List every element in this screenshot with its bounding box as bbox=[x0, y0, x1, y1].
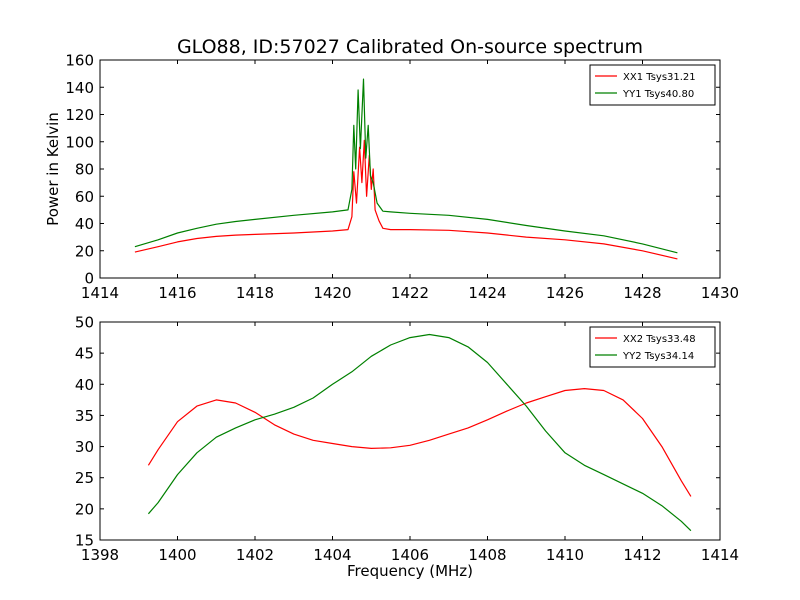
chart-panel-1: 1414 1416 1418 1420 1422 1424 1426 1428 1430 0 20 4… bbox=[44, 52, 739, 303]
y-tick-label: 30 bbox=[75, 438, 94, 456]
x-tick-label: 1418 bbox=[236, 284, 274, 302]
x-tick-label: 1410 bbox=[546, 546, 584, 564]
legend-label: XX2 Tsys33.48 bbox=[623, 334, 696, 345]
y-tick-label: 45 bbox=[75, 345, 94, 363]
figure-title: GLO88, ID:57027 Calibrated On-source spe… bbox=[177, 36, 643, 58]
y-tick-label: 25 bbox=[75, 469, 94, 487]
x-tick-label: 1430 bbox=[701, 284, 739, 302]
series-line-2 bbox=[147, 333, 692, 532]
y-tick-label: 80 bbox=[75, 161, 94, 179]
x-tick-label: 1400 bbox=[158, 546, 196, 564]
series-line-1 bbox=[134, 139, 678, 260]
x-tick-label: 1414 bbox=[701, 546, 739, 564]
x-tick-label: 1426 bbox=[546, 284, 584, 302]
legend-box bbox=[589, 64, 716, 106]
x-tick-label: 1422 bbox=[391, 284, 429, 302]
legend-label: YY1 Tsys40.80 bbox=[622, 89, 694, 100]
series-group bbox=[147, 333, 692, 532]
y-tick-label: 20 bbox=[75, 500, 94, 518]
y-tick-label: 20 bbox=[75, 242, 94, 260]
legend-box bbox=[589, 326, 716, 368]
y-tick-label: 140 bbox=[65, 79, 94, 97]
y-tick-label: 35 bbox=[75, 407, 94, 425]
x-tick-label: 1404 bbox=[313, 546, 351, 564]
x-tick-label: 1414 bbox=[81, 284, 119, 302]
y-tick-label: 50 bbox=[75, 314, 94, 332]
chart-panel-2: 1398 1400 1402 1404 1406 1408 1410 1412 1414 15 20… bbox=[75, 314, 739, 581]
x-tick-label: 1424 bbox=[468, 284, 506, 302]
x-tick-label: 1406 bbox=[391, 546, 429, 564]
x-tick-label: 1408 bbox=[468, 546, 506, 564]
x-tick-label: 1398 bbox=[81, 546, 119, 564]
legend-label: YY2 Tsys34.14 bbox=[622, 351, 694, 362]
x-axis-label: Frequency (MHz) bbox=[347, 562, 473, 580]
x-tick-label: 1412 bbox=[623, 546, 661, 564]
y-tick-label: 40 bbox=[75, 215, 94, 233]
y-tick-label: 15 bbox=[75, 532, 94, 550]
y-tick-label: 40 bbox=[75, 376, 94, 394]
y-tick-label: 60 bbox=[75, 188, 94, 206]
y-tick-label: 0 bbox=[84, 270, 94, 288]
x-tick-label: 1416 bbox=[158, 284, 196, 302]
x-tick-label: 1420 bbox=[313, 284, 351, 302]
y-axis-label: Power in Kelvin bbox=[44, 112, 62, 226]
y-tick-label: 160 bbox=[65, 52, 94, 70]
y-tick-label: 120 bbox=[65, 106, 94, 124]
legend-label: XX1 Tsys31.21 bbox=[623, 72, 696, 83]
series-line-2 bbox=[134, 78, 678, 254]
legend: XX2 Tsys33.48 YY2 Tsys34.14 bbox=[589, 326, 716, 368]
series-line-1 bbox=[147, 388, 692, 497]
x-tick-label: 1402 bbox=[236, 546, 274, 564]
legend: XX1 Tsys31.21 YY1 Tsys40.80 bbox=[589, 64, 716, 106]
y-tick-label: 100 bbox=[65, 133, 94, 151]
x-tick-label: 1428 bbox=[623, 284, 661, 302]
series-group bbox=[134, 78, 678, 260]
